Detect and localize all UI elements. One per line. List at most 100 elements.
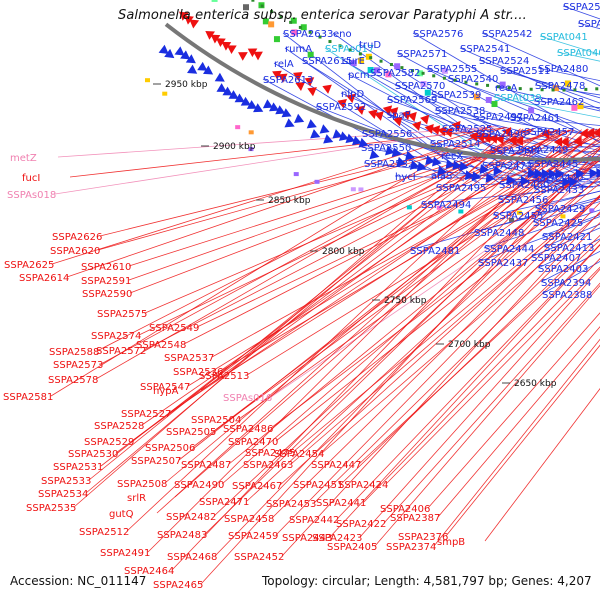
gene-label: SSPA2481	[410, 246, 460, 257]
feature-block	[249, 130, 254, 134]
reverse-gene-arrow	[420, 115, 429, 125]
gene-label: SSPA2590	[82, 289, 132, 300]
gene-label: SSPA2457	[524, 127, 574, 138]
kbp-tick-label: 2700 kbp	[448, 340, 491, 350]
gene-label: SSPA2528	[94, 421, 144, 432]
gene-label: eno	[333, 29, 352, 40]
kbp-tick-label: 2750 kbp	[384, 296, 427, 306]
forward-gene-arrow	[320, 124, 330, 133]
forward-gene-arrow	[310, 129, 320, 138]
gene-label: hypA	[153, 386, 179, 397]
feature-block	[294, 172, 299, 176]
forward-gene-arrow	[216, 83, 226, 92]
gene-label: SSPA2461	[510, 113, 560, 124]
feature-block	[486, 97, 492, 103]
gene-label: SSPA2490	[174, 480, 224, 491]
marker-dot	[422, 72, 425, 75]
forward-gene-arrow	[294, 114, 304, 123]
marker-dot	[443, 77, 446, 80]
marker-dot	[595, 87, 598, 90]
gene-label: SSPA2574	[91, 331, 141, 342]
gene-label: SSPA2448	[474, 228, 524, 239]
gene-label: SSPA2442	[289, 515, 339, 526]
gene-label: metZ	[10, 153, 37, 164]
gene-label: SSPA2620	[50, 246, 100, 257]
marker-dot	[369, 56, 372, 59]
gene-label: SSPA2573	[53, 360, 103, 371]
accession-text: Accession: NC_011147	[10, 574, 146, 588]
reverse-gene-arrow	[227, 45, 237, 54]
gene-label: SSPA2507	[131, 456, 181, 467]
gene-label: SSPA2470	[228, 437, 278, 448]
gene-label: SSPA2513	[199, 371, 249, 382]
gene-label: SSPA2592	[316, 102, 366, 113]
gene-label: SSPA2512	[79, 527, 129, 538]
gene-label: SSPA2454	[274, 449, 324, 460]
gene-label: SSPA2529	[84, 437, 134, 448]
gene-label: SSPA2388	[542, 290, 592, 301]
gene-label: SSPA2452	[234, 552, 284, 563]
gene-label: SSPA2549	[149, 323, 199, 334]
gene-label: SSPA2534	[38, 489, 88, 500]
gene-label: SSPA2421	[542, 232, 592, 243]
gene-label: SSPAt041	[540, 32, 588, 43]
gene-label: SSPA2422	[336, 519, 386, 530]
reverse-gene-arrow	[322, 85, 332, 94]
gene-label: spaP	[387, 110, 411, 121]
gene-label: SSPA2462	[534, 97, 584, 108]
feature-block	[145, 78, 150, 82]
gene-label: pcm	[348, 70, 370, 81]
gene-label: SSPA2515	[563, 2, 600, 13]
gene-label: SSPA2458	[224, 514, 274, 525]
gene-label: SSPA2539	[431, 90, 481, 101]
gene-label: SSPAs016	[223, 393, 272, 404]
gene-label: SSPA2514	[430, 139, 480, 150]
marker-dot	[390, 63, 393, 66]
gene-label: SSPA2527	[121, 409, 171, 420]
gene-label: SSPA2437	[478, 258, 528, 269]
gene-label: SSPA2487	[181, 460, 231, 471]
gene-label: SSPA2407	[531, 253, 581, 264]
gene-label: SSPA2471	[199, 497, 249, 508]
gene-label: SSPA2473	[482, 161, 532, 172]
gene-label: SSPA2482	[166, 512, 216, 523]
gene-label: SSPA2453	[266, 499, 316, 510]
gene-label: SSPA2502	[578, 19, 600, 30]
gene-label: rumA	[285, 44, 312, 55]
gene-label: SSPA2463	[243, 460, 293, 471]
gene-label: SSPA2556	[362, 129, 412, 140]
kbp-tick-label: 2950 kbp	[165, 80, 208, 90]
gene-label: SSPA2540	[448, 74, 498, 85]
marker-dot	[251, 0, 254, 2]
gene-label: SSPA2535	[26, 503, 76, 514]
forward-gene-arrow	[175, 46, 185, 55]
reverse-leader-line	[132, 130, 560, 441]
gene-label: srlR	[127, 493, 146, 504]
gene-label: SSPAs018	[7, 190, 56, 201]
feature-block	[235, 125, 240, 129]
gene-label: SSPA2588	[49, 347, 99, 358]
gene-label: SSPA2533	[41, 476, 91, 487]
gene-label: SSPA2576	[413, 29, 463, 40]
kbp-tick-label: 2900 kbp	[213, 142, 256, 152]
gene-label: SSPA2424	[338, 480, 388, 491]
feature-block	[589, 208, 594, 212]
gene-label: SSPA2445	[528, 159, 578, 170]
gene-label: SSPA2441	[316, 498, 366, 509]
forward-gene-arrow	[284, 118, 294, 127]
gene-label: SSPA2433	[534, 185, 584, 196]
gene-label: SSPA2581	[3, 392, 53, 403]
gene-label: SSPA2582	[370, 68, 420, 79]
reverse-gene-arrow	[307, 87, 317, 96]
gene-label: SSPA2449	[518, 145, 568, 156]
gene-label: SSPA2613	[263, 75, 313, 86]
gene-label: SSPAt040	[557, 48, 600, 59]
gene-label: SSPA2467	[232, 481, 282, 492]
forward-gene-arrow	[215, 73, 225, 82]
kbp-tick-label: 2800 kbp	[322, 247, 365, 257]
marker-dot	[328, 40, 331, 43]
kbp-tick-label: 2650 kbp	[514, 379, 557, 389]
marker-dot	[519, 87, 522, 90]
gene-label: SSPA2486	[223, 424, 273, 435]
